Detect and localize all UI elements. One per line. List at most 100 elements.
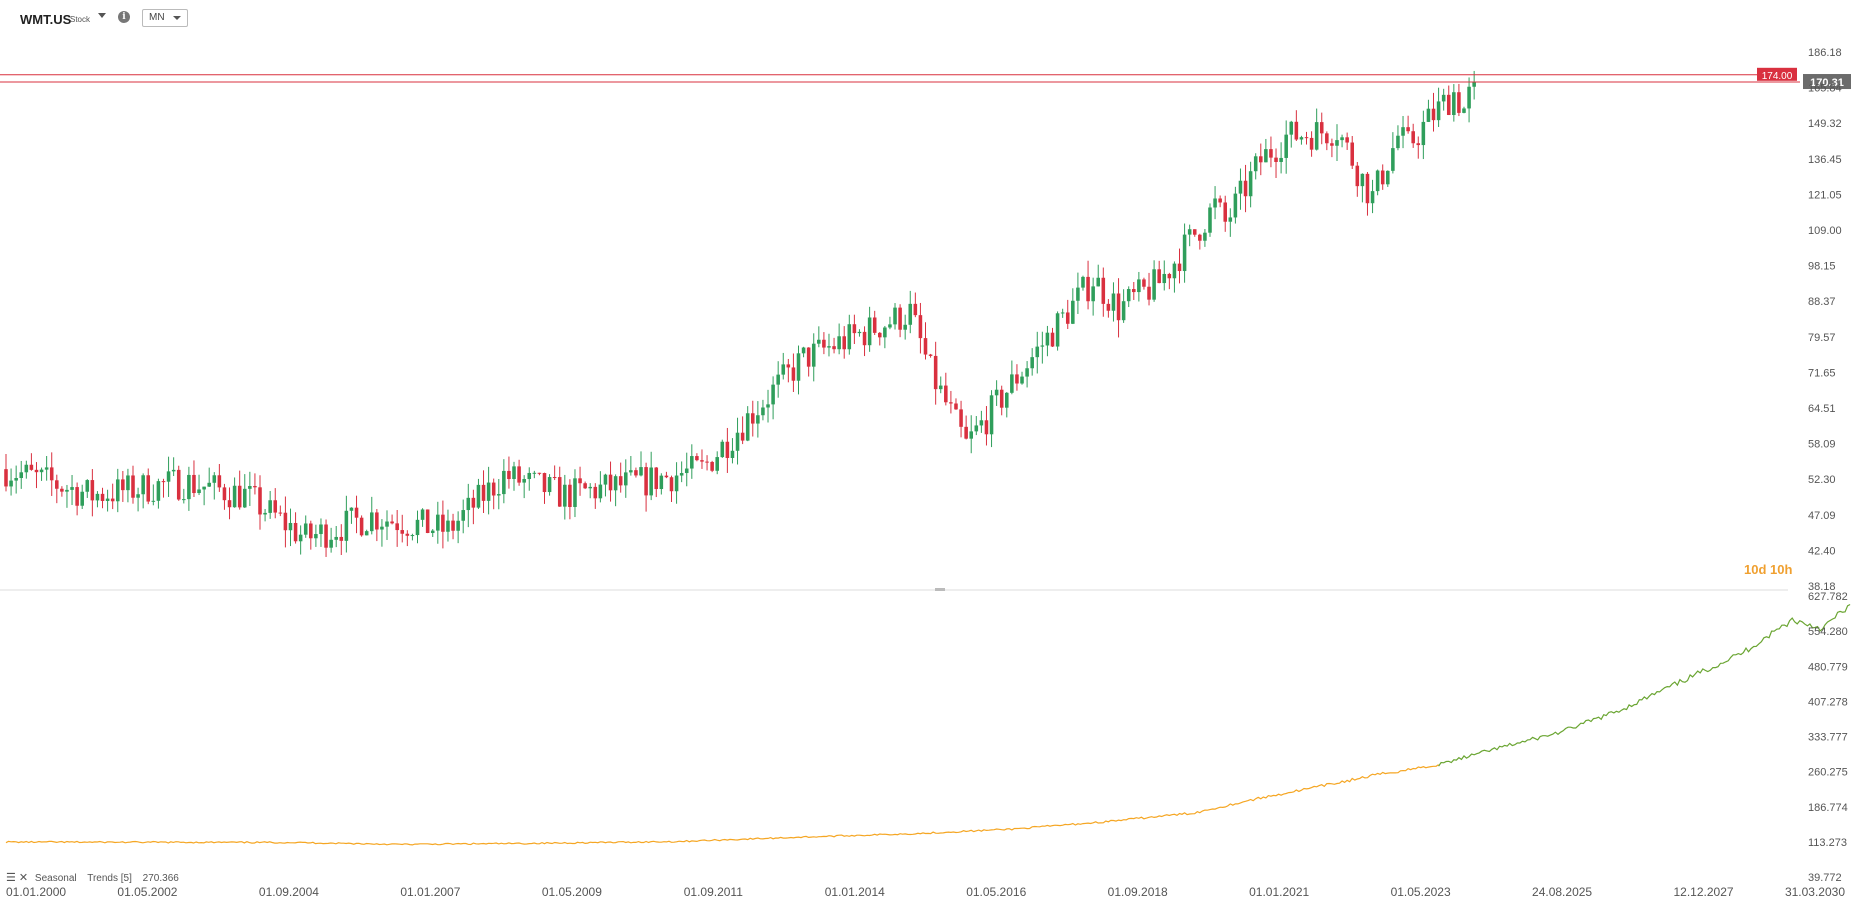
candle xyxy=(166,456,171,497)
candle xyxy=(187,466,191,511)
seasonal-tick-label: 627.782 xyxy=(1808,591,1848,603)
candle-body xyxy=(557,477,562,507)
candle-body xyxy=(75,487,79,506)
candle xyxy=(867,306,872,352)
candle-body xyxy=(4,469,8,487)
price-tick-label: 58.09 xyxy=(1808,439,1836,451)
candle-body xyxy=(598,484,603,499)
candle xyxy=(1391,132,1395,174)
candle-body xyxy=(750,413,755,424)
candle-body xyxy=(202,486,206,490)
candle-body xyxy=(55,480,59,489)
candle-body xyxy=(1248,171,1253,197)
candle-body xyxy=(430,530,435,534)
candle xyxy=(944,372,948,406)
candle xyxy=(105,489,110,512)
candle xyxy=(1284,120,1288,174)
candle xyxy=(1162,260,1167,291)
candle xyxy=(1147,272,1151,306)
candle-body xyxy=(623,472,628,486)
candle-body xyxy=(1167,273,1172,279)
price-tick-label: 121.05 xyxy=(1808,189,1842,201)
candle-body xyxy=(1162,273,1167,284)
candle-body xyxy=(283,512,288,531)
candle-body xyxy=(115,479,120,502)
candle-body xyxy=(100,493,105,502)
candle-body xyxy=(954,403,958,410)
candle-body xyxy=(1441,94,1446,102)
candle xyxy=(1360,173,1365,203)
candle-body xyxy=(745,413,750,441)
candle xyxy=(725,427,730,473)
candle xyxy=(481,470,486,514)
candle xyxy=(156,478,161,509)
candle-body xyxy=(629,470,633,473)
candle xyxy=(1081,275,1085,291)
candle-body xyxy=(664,475,669,478)
candle xyxy=(1177,248,1182,284)
candle-body xyxy=(507,470,511,480)
candle xyxy=(979,410,984,433)
candle-body xyxy=(1426,108,1431,122)
candle xyxy=(415,510,420,544)
info-icon[interactable]: i xyxy=(118,11,130,23)
candle xyxy=(984,406,989,446)
indicator-menu-icon[interactable]: ☰ ✕ xyxy=(6,872,29,884)
candle xyxy=(1187,224,1192,247)
candle xyxy=(466,483,471,528)
seasonal-tick-label: 407.278 xyxy=(1808,696,1848,708)
candle xyxy=(522,475,526,499)
candle xyxy=(100,487,105,509)
candle xyxy=(425,509,430,534)
time-tick-label: 01.01.2014 xyxy=(825,885,885,899)
candle xyxy=(801,346,806,358)
candle-body xyxy=(258,487,262,515)
candle-body xyxy=(1467,86,1471,109)
candle xyxy=(674,462,679,504)
price-tick-label: 88.37 xyxy=(1808,296,1836,308)
candle-body xyxy=(1081,276,1085,288)
candle xyxy=(1375,169,1380,196)
price-tick-label: 79.57 xyxy=(1808,332,1836,344)
candle xyxy=(232,477,237,508)
candle-body xyxy=(1274,157,1278,162)
candle xyxy=(1325,131,1329,151)
time-tick-label: 01.05.2002 xyxy=(117,885,177,899)
candle xyxy=(1157,260,1161,284)
candle xyxy=(842,326,846,359)
candle-body xyxy=(486,482,491,501)
candle-body xyxy=(705,461,709,463)
candle-body xyxy=(90,480,95,501)
candle-body xyxy=(263,512,267,515)
candle xyxy=(938,376,943,394)
candle xyxy=(1274,148,1278,178)
candle-body xyxy=(34,469,39,473)
candle xyxy=(1208,203,1212,237)
candle-body xyxy=(420,509,425,520)
symbol-dropdown-chevron-icon[interactable] xyxy=(98,13,106,18)
candle-body xyxy=(461,510,465,521)
candle-body xyxy=(192,474,196,494)
candle xyxy=(146,468,151,505)
candle-body xyxy=(1284,134,1288,158)
candle xyxy=(745,406,750,442)
candle xyxy=(461,499,465,534)
candle-body xyxy=(288,522,293,531)
candle-body xyxy=(573,478,577,507)
candle xyxy=(126,468,130,503)
candle xyxy=(242,474,247,509)
resistance-tag-label: 174.00 xyxy=(1762,71,1793,82)
candle xyxy=(872,310,877,335)
candle-body xyxy=(314,534,318,539)
candle xyxy=(486,466,491,515)
candle-body xyxy=(1299,137,1304,140)
timeframe-select[interactable]: MN xyxy=(142,9,188,27)
axes-layer: 186.18 165.84 149.32 136.45 121.05 109.00 98.1… xyxy=(6,47,1848,899)
candle xyxy=(1335,124,1339,162)
candle xyxy=(349,507,354,524)
candle-body xyxy=(1172,263,1177,279)
candle xyxy=(1137,271,1141,302)
candle-body xyxy=(776,374,780,385)
candle-body xyxy=(80,491,84,506)
